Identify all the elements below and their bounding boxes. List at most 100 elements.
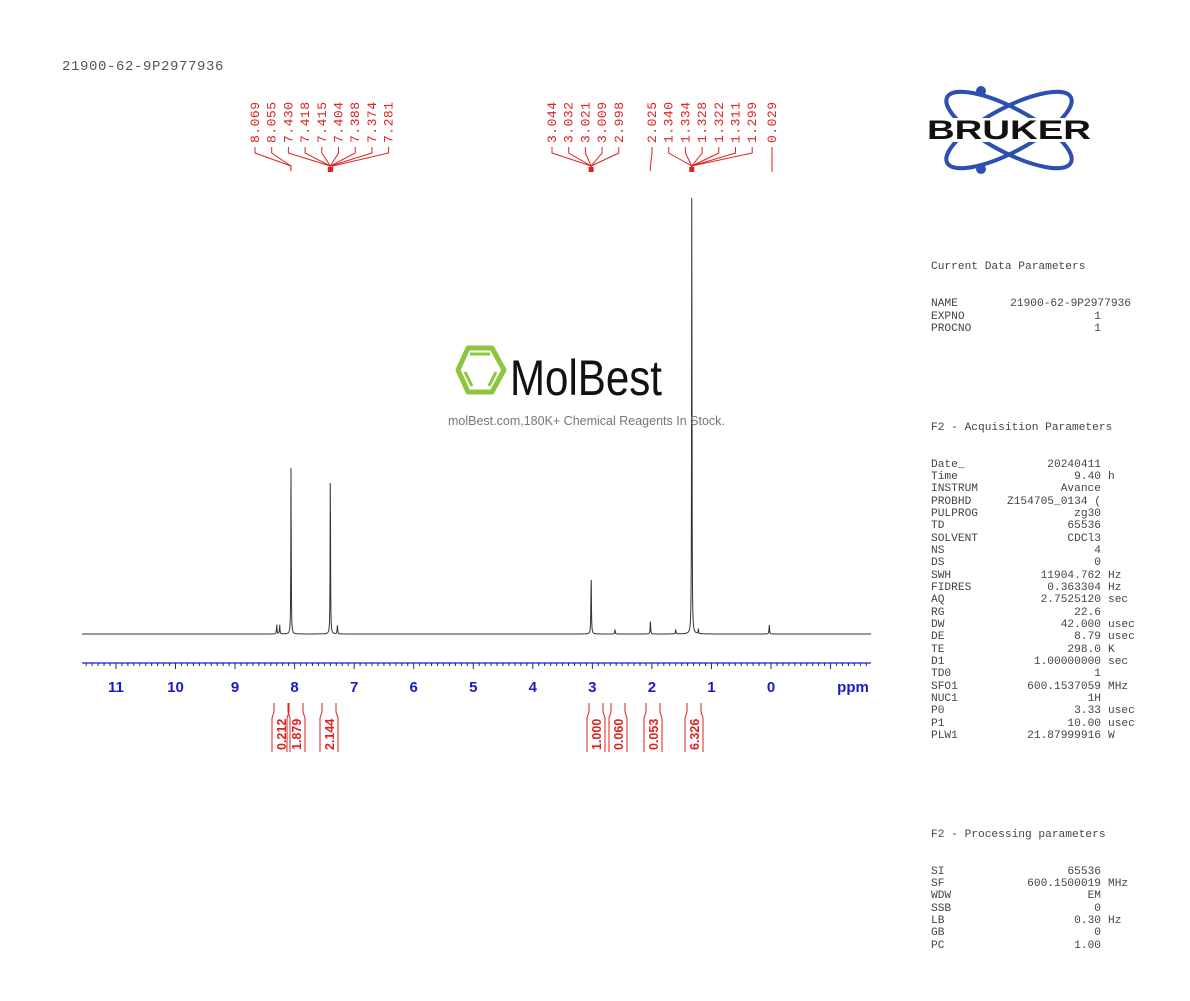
param-unit [1101, 459, 1108, 471]
param-key: SSB [931, 902, 952, 915]
param-key: AQ [931, 594, 945, 607]
tick-label: 4 [529, 679, 538, 696]
peak-label: 1.334 [678, 101, 693, 143]
param-value: 1 [1094, 668, 1101, 681]
param-key: PC [931, 939, 945, 952]
param-row-si: SI 65536 [931, 866, 1138, 878]
param-row-procno: PROCNO 1 [931, 323, 1138, 335]
param-key: P0 [931, 705, 945, 718]
param-unit [1101, 940, 1108, 952]
param-key: WDW [931, 890, 952, 903]
param-value: 65536 [1067, 865, 1101, 878]
param-key: RG [931, 606, 945, 619]
param-row-plw1: PLW1 21.87999916 W [931, 730, 1138, 742]
integral-bracket [335, 703, 339, 752]
param-unit: Hz [1108, 581, 1122, 594]
param-value: 0.30 [1074, 914, 1101, 927]
peak-group-marker [327, 167, 333, 172]
param-key: LB [931, 914, 945, 927]
param-row-rg: RG 22.6 [931, 607, 1138, 619]
param-unit: Hz [1108, 914, 1122, 927]
param-unit [1101, 520, 1108, 532]
tick-label: 7 [350, 679, 358, 696]
section-heading: Current Data Parameters [931, 261, 1086, 274]
param-value: 4 [1094, 544, 1101, 557]
peak-label: 3.009 [595, 101, 610, 143]
section-heading: F2 - Processing parameters [931, 828, 1106, 841]
peak-connector [691, 147, 736, 171]
integral-bracket [319, 703, 323, 752]
param-value: 20240411 [1047, 458, 1101, 471]
param-value: CDCl3 [1067, 532, 1101, 545]
param-row-p0: P0 3.33 usec [931, 705, 1138, 717]
integral-bracket [700, 703, 704, 752]
param-value: 1 [1094, 310, 1101, 323]
param-key: INSTRUM [931, 483, 978, 496]
param-unit: sec [1108, 656, 1129, 669]
integral-value: 2.144 [323, 719, 337, 750]
param-row-wdw: WDW EM [931, 890, 1138, 902]
param-value: 0 [1094, 557, 1101, 570]
peak-label: 7.430 [281, 101, 296, 143]
param-key: NUC1 [931, 693, 958, 706]
peak-label: 8.069 [248, 101, 263, 143]
peak-label: 1.299 [745, 101, 760, 143]
param-unit [1101, 607, 1108, 619]
peak-connector [332, 147, 390, 171]
param-value: 298.0 [1067, 643, 1101, 656]
ppm-axis: 11 10 9 8 7 6 5 4 3 2 1 0 ppm [82, 662, 871, 696]
peak-group-marker [588, 167, 594, 172]
integral-bracket [586, 703, 590, 752]
acquisition-parameters-panel: Current Data Parameters NAME 21900-62-9P2… [931, 212, 1138, 1001]
param-key: TE [931, 643, 945, 656]
param-unit [1101, 323, 1108, 335]
param-unit [1131, 298, 1138, 310]
param-value: 0 [1094, 927, 1101, 940]
param-row-te: TE 298.0 K [931, 644, 1138, 656]
peak-connector [649, 147, 653, 171]
param-value: Avance [1060, 483, 1101, 496]
param-unit [1101, 496, 1108, 508]
param-value: 1H [1087, 693, 1101, 706]
integral-bracket [608, 703, 612, 752]
param-row-solvent: SOLVENT CDCl3 [931, 533, 1138, 545]
param-row-ns: NS 4 [931, 545, 1138, 557]
tick-label: 1 [707, 679, 715, 696]
param-row-fidres: FIDRES 0.363304 Hz [931, 582, 1138, 594]
param-key: PLW1 [931, 730, 958, 743]
param-value: 600.1500019 [1027, 877, 1101, 890]
integral-bracket [602, 703, 606, 752]
peak-label: 2.998 [612, 101, 627, 143]
param-unit: MHz [1108, 877, 1129, 890]
param-value: 0.363304 [1047, 581, 1101, 594]
param-row-de: DE 8.79 usec [931, 631, 1138, 643]
param-value: 1.00000000 [1033, 656, 1101, 669]
param-value: 22.6 [1074, 606, 1101, 619]
integral-bracket [287, 703, 291, 752]
bruker-atom-icon: BRUKER [925, 86, 1093, 174]
param-key: DS [931, 557, 945, 570]
peak-label: 7.281 [382, 101, 397, 143]
param-value: 11904.762 [1040, 569, 1101, 582]
peak-label: 7.404 [332, 101, 347, 143]
molbest-brand: MolBest [510, 350, 662, 400]
param-unit: usec [1108, 717, 1135, 730]
tick-label: 2 [648, 679, 656, 696]
peak-connector [271, 147, 292, 171]
param-value: 1.00 [1074, 939, 1101, 952]
benzene-logo-icon: MolBest [455, 345, 662, 406]
param-row-instrum: INSTRUM Avance [931, 483, 1138, 495]
param-unit [1101, 668, 1108, 680]
peak-label: 1.328 [695, 101, 710, 143]
param-value: 0 [1094, 902, 1101, 915]
param-key: TD0 [931, 668, 952, 681]
param-row-date: Date_ 20240411 [931, 459, 1138, 471]
peak-label: 3.032 [562, 101, 577, 143]
param-row-name: NAME 21900-62-9P2977936 [931, 298, 1138, 310]
param-key: FIDRES [931, 581, 972, 594]
param-value: 2.7525120 [1040, 594, 1101, 607]
peak-connector [329, 147, 373, 171]
section-heading: F2 - Acquisition Parameters [931, 421, 1113, 434]
tick-label: 11 [108, 679, 124, 696]
